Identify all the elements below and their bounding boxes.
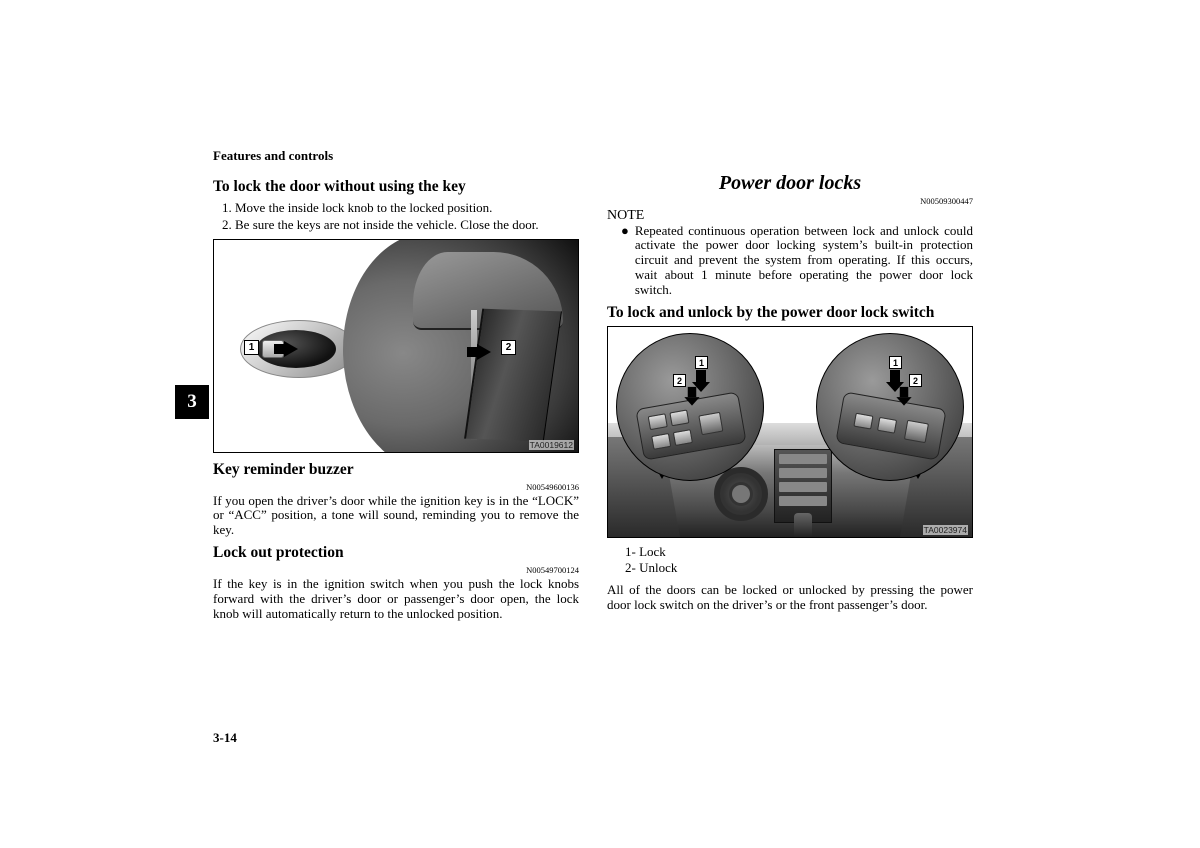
figure-id: TA0023974 — [923, 525, 968, 535]
arrow-down-icon — [900, 387, 909, 397]
lock-step-2: Be sure the keys are not inside the vehi… — [235, 217, 579, 233]
callout-2: 2 — [501, 340, 516, 355]
lock-steps-list: Move the inside lock knob to the locked … — [213, 200, 579, 233]
running-header: Features and controls — [213, 148, 973, 164]
figure-legend: 1- Lock 2- Unlock — [607, 544, 973, 577]
legend-item-unlock: 2- Unlock — [625, 560, 973, 576]
steering-wheel-icon — [714, 467, 768, 521]
callout-1: 1 — [695, 356, 708, 369]
ref-code: N00509300447 — [607, 197, 973, 206]
shifter-icon — [794, 513, 812, 538]
power-lock-description: All of the doors can be locked or unlock… — [607, 583, 973, 613]
heading-lock-unlock-switch: To lock and unlock by the power door loc… — [607, 304, 973, 322]
key-reminder-text: If you open the driver’s door while the … — [213, 494, 579, 539]
callout-1: 1 — [889, 356, 902, 369]
bullet-icon: ● — [621, 224, 629, 299]
switch-panel-icon — [835, 392, 946, 461]
callout-2: 2 — [909, 374, 922, 387]
page-number: 3-14 — [213, 730, 237, 746]
note-label: NOTE — [607, 208, 973, 224]
ref-code: N00549600136 — [213, 483, 579, 492]
legend-item-lock: 1- Lock — [625, 544, 973, 560]
magnifier-driver-switch: 1 2 — [616, 333, 764, 481]
center-stack-icon — [774, 449, 832, 523]
magnifier-passenger-switch: 1 2 — [816, 333, 964, 481]
arrow-right-icon — [284, 341, 298, 357]
arrow-down-icon — [890, 370, 900, 382]
figure-power-door-lock-switch: 1 2 1 2 TA0023974 — [607, 326, 973, 538]
callout-2: 2 — [673, 374, 686, 387]
left-column: To lock the door without using the key M… — [213, 172, 579, 628]
manual-page: Features and controls To lock the door w… — [213, 148, 973, 708]
arrow-down-icon — [688, 387, 697, 397]
section-title-power-door-locks: Power door locks — [607, 172, 973, 195]
callout-1: 1 — [244, 340, 259, 355]
note-text: Repeated continuous operation between lo… — [635, 224, 973, 299]
lock-step-1: Move the inside lock knob to the locked … — [235, 200, 579, 216]
lockout-text: If the key is in the ignition switch whe… — [213, 577, 579, 622]
right-column: Power door locks N00509300447 NOTE ● Rep… — [607, 172, 973, 628]
chapter-tab: 3 — [175, 385, 209, 419]
heading-key-reminder: Key reminder buzzer — [213, 461, 579, 479]
ref-code: N00549700124 — [213, 566, 579, 575]
heading-lock-without-key: To lock the door without using the key — [213, 178, 579, 196]
figure-id: TA0019612 — [529, 440, 574, 450]
heading-lockout: Lock out protection — [213, 544, 579, 562]
arrow-down-icon — [696, 370, 706, 382]
figure-door-lock: 1 2 TA0019612 — [213, 239, 579, 453]
arrow-right-icon — [477, 344, 491, 360]
